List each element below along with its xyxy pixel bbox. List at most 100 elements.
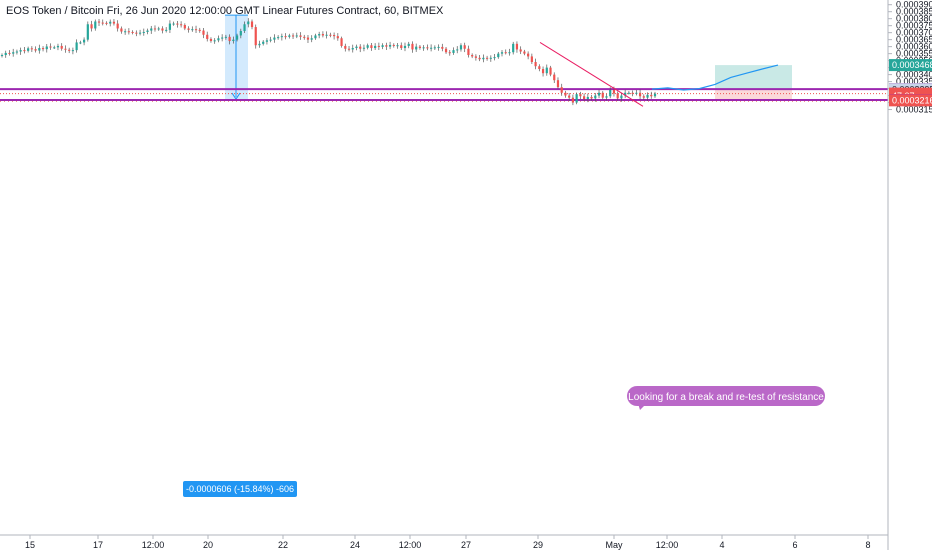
candle <box>463 45 466 49</box>
x-tick-label: 20 <box>203 540 213 550</box>
x-tick-label: 27 <box>461 540 471 550</box>
candle <box>71 50 74 52</box>
horizontal-lines <box>0 88 888 102</box>
x-tick-label: 12:00 <box>399 540 422 550</box>
target-zone <box>715 65 792 90</box>
candle <box>426 47 429 49</box>
x-tick-label: 22 <box>278 540 288 550</box>
candle <box>60 45 63 49</box>
candle <box>38 48 41 51</box>
candle <box>560 87 563 93</box>
candle <box>325 34 328 36</box>
candle <box>340 38 343 46</box>
candle <box>344 45 347 49</box>
candle <box>303 36 306 38</box>
candle <box>347 48 351 50</box>
candle <box>437 46 440 48</box>
candle <box>508 52 511 54</box>
candle <box>176 23 179 25</box>
candle <box>131 31 134 33</box>
candle <box>4 52 7 56</box>
candle <box>209 38 213 42</box>
candle <box>452 50 455 53</box>
candle <box>624 92 627 96</box>
candle <box>202 30 205 35</box>
x-tick-label: 8 <box>865 540 870 550</box>
candle <box>68 49 71 51</box>
candle <box>545 67 548 74</box>
candle <box>30 48 33 50</box>
candle <box>150 28 153 31</box>
candle <box>504 52 507 54</box>
candle <box>217 38 220 41</box>
candle <box>400 45 403 49</box>
candle <box>194 29 198 31</box>
price-tag-label: 0.0003216 <box>892 95 932 105</box>
candle <box>605 96 608 98</box>
candle <box>642 96 645 98</box>
candle <box>586 96 589 100</box>
trend-line <box>539 42 644 107</box>
candle <box>127 31 130 33</box>
candle <box>571 97 575 103</box>
candle <box>422 47 425 49</box>
candle <box>392 44 395 46</box>
candle <box>318 34 321 36</box>
candle <box>8 52 11 54</box>
candle <box>56 45 60 48</box>
candle <box>374 45 377 49</box>
candle <box>646 94 649 98</box>
candle <box>653 93 657 97</box>
candle <box>493 57 496 59</box>
price-tag-label: 0.0003468 <box>892 60 932 70</box>
candle <box>515 43 519 50</box>
candle <box>124 31 127 33</box>
candle <box>478 57 481 60</box>
candle <box>650 94 653 97</box>
candle <box>359 46 362 49</box>
candle <box>161 28 164 31</box>
candle <box>519 49 522 52</box>
x-tick-label: 12:00 <box>656 540 679 550</box>
candle <box>355 46 358 49</box>
candle <box>597 92 601 96</box>
candle <box>157 28 160 30</box>
candle <box>377 45 380 47</box>
candle <box>86 24 89 40</box>
stop-zone <box>715 89 792 101</box>
candle <box>362 47 366 49</box>
candle <box>191 29 194 31</box>
y-axis: 0.00039000.00038500.00038000.00037500.00… <box>887 0 932 550</box>
candle <box>456 49 459 51</box>
candle <box>228 36 231 42</box>
annotation-text: Looking for a break and re-test of resis… <box>628 392 824 403</box>
candle <box>250 21 254 28</box>
candle <box>235 35 239 40</box>
candle <box>482 57 485 60</box>
candle <box>594 95 597 99</box>
y-tick-label: 0.0003150 <box>896 105 932 115</box>
candle <box>142 31 145 33</box>
candle <box>321 34 325 36</box>
candle <box>601 92 604 98</box>
measure-label-bg <box>183 481 297 497</box>
candle <box>180 24 183 26</box>
candle <box>34 49 37 51</box>
candle <box>568 95 571 98</box>
candle <box>500 52 504 54</box>
candle <box>564 92 567 96</box>
candle <box>269 39 272 41</box>
overlays: Looking for a break and re-test of resis… <box>539 42 825 410</box>
x-tick-label: 15 <box>25 540 35 550</box>
candle <box>310 38 313 40</box>
candle <box>288 35 291 37</box>
candle <box>198 29 201 31</box>
candle <box>590 96 593 99</box>
